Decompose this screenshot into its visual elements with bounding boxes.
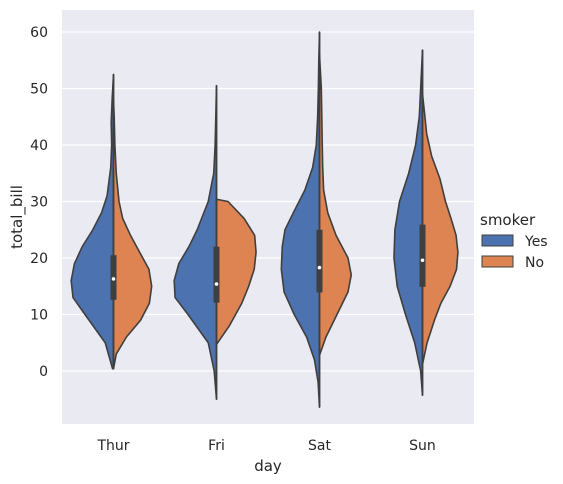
x-tick-label-sat: Sat <box>308 438 331 454</box>
x-axis-label: day <box>254 457 282 475</box>
iqr-box-fri <box>213 246 220 303</box>
violin-no-sun <box>421 93 459 366</box>
y-tick-label-40: 40 <box>30 138 48 154</box>
iqr-box-sun <box>419 224 426 287</box>
y-tick-label-20: 20 <box>30 251 48 267</box>
median-dot-sat <box>317 265 322 270</box>
legend-swatch-no <box>481 255 514 268</box>
median-dot-sun <box>420 258 425 263</box>
median-dot-fri <box>214 282 219 286</box>
violin-no-sat <box>318 53 353 356</box>
y-tick-label-0: 0 <box>39 364 48 380</box>
y-tick-labels: 0 10 20 30 40 50 60 <box>30 25 48 380</box>
inner-boxes <box>110 32 426 408</box>
legend: smoker Yes No <box>480 211 548 271</box>
y-tick-label-50: 50 <box>30 82 48 98</box>
violin-no-thur <box>112 99 153 370</box>
y-tick-label-10: 10 <box>30 308 48 324</box>
legend-title: smoker <box>480 211 536 229</box>
violin-no-fri <box>215 198 257 346</box>
iqr-box-sat <box>316 229 323 293</box>
y-tick-label-60: 60 <box>30 25 48 41</box>
violin-yes-fri <box>173 84 218 401</box>
legend-swatch-yes <box>481 234 514 247</box>
median-dot-thur <box>111 277 116 281</box>
violin-yes-sun <box>393 49 424 397</box>
violin-yes-thur <box>70 73 115 370</box>
violins <box>70 31 459 408</box>
violin-yes-sat <box>280 31 321 408</box>
x-tick-label-sun: Sun <box>409 438 436 454</box>
x-tick-labels: Thur Fri Sat Sun <box>96 438 435 454</box>
x-tick-label-fri: Fri <box>208 438 225 454</box>
legend-label-no: No <box>525 255 544 271</box>
legend-label-yes: Yes <box>524 234 548 250</box>
y-tick-label-30: 30 <box>30 195 48 211</box>
x-tick-label-thur: Thur <box>96 438 129 454</box>
y-axis-label: total_bill <box>8 185 27 249</box>
